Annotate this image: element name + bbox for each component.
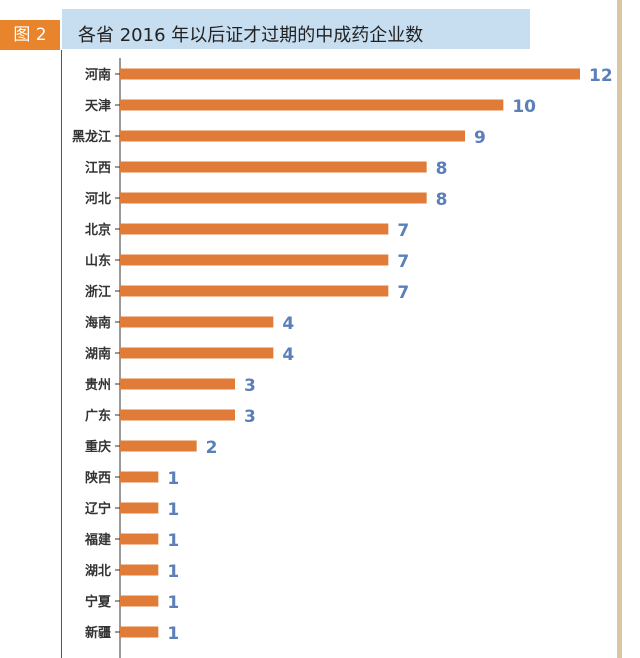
bar (120, 192, 427, 204)
data-label: 1 (167, 562, 179, 582)
data-label: 3 (244, 376, 256, 396)
bar (120, 564, 159, 576)
category-label: 福建 (84, 532, 111, 548)
bar (120, 285, 389, 297)
bar (120, 471, 159, 483)
data-label: 7 (397, 283, 409, 303)
bar (120, 130, 465, 142)
data-label: 1 (167, 500, 179, 520)
data-label: 4 (282, 314, 294, 334)
chart-title: 各省 2016 年以后证才过期的中成药企业数 (62, 9, 530, 49)
category-label: 河南 (85, 67, 111, 83)
category-label: 黑龙江 (72, 129, 111, 145)
bar (120, 316, 274, 328)
category-label: 重庆 (85, 439, 111, 455)
bar (120, 223, 389, 235)
category-label: 陕西 (85, 470, 111, 486)
category-label: 湖南 (85, 346, 111, 362)
data-label: 7 (397, 252, 409, 272)
category-label: 新疆 (85, 625, 111, 641)
data-label: 8 (436, 190, 448, 210)
data-label: 7 (397, 221, 409, 241)
category-label: 辽宁 (85, 501, 111, 517)
category-label: 贵州 (85, 377, 111, 393)
data-label: 2 (206, 438, 218, 458)
data-label: 1 (167, 531, 179, 551)
category-label: 湖北 (85, 564, 111, 579)
data-label: 8 (436, 159, 448, 179)
right-border-rule (617, 0, 622, 658)
data-label: 4 (282, 345, 294, 365)
data-label: 9 (474, 128, 486, 148)
bar (120, 626, 159, 638)
figure-number-tag: 图 2 (0, 20, 60, 50)
bar (120, 533, 159, 545)
data-label: 12 (589, 66, 613, 86)
category-label: 江西 (85, 160, 111, 176)
data-label: 1 (167, 469, 179, 489)
bar (120, 99, 504, 111)
bar (120, 409, 235, 421)
bar (120, 254, 389, 266)
data-label: 1 (167, 624, 179, 644)
bar (120, 347, 274, 359)
bar (120, 378, 235, 390)
category-label: 广东 (85, 408, 111, 424)
data-label: 1 (167, 593, 179, 613)
category-label: 河北 (85, 191, 111, 207)
bar (120, 502, 159, 514)
category-label: 北京 (85, 222, 111, 238)
bar (120, 440, 197, 452)
bar (120, 595, 159, 607)
category-label: 山东 (85, 253, 111, 269)
data-label: 10 (512, 97, 536, 117)
data-label: 3 (244, 407, 256, 427)
category-label: 宁夏 (85, 594, 112, 610)
category-label: 海南 (85, 315, 111, 331)
bar (120, 161, 427, 173)
bar (120, 68, 580, 80)
category-label: 浙江 (85, 284, 111, 300)
category-label: 天津 (85, 98, 111, 114)
